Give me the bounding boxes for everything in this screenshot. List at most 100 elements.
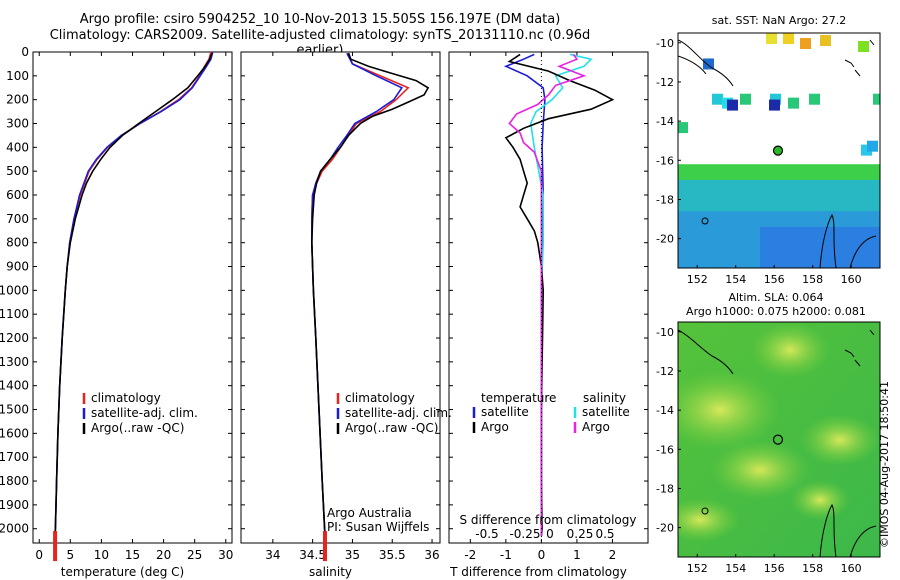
sst-field-cooler (760, 226, 880, 268)
depth-tick-label: 1200 (0, 331, 29, 345)
sst-data-cell (783, 33, 794, 44)
depth-tick-label: 400 (6, 140, 29, 154)
sst-data-cell (770, 93, 781, 105)
temperature-legend-label: climatology (91, 391, 161, 405)
diff-legend-left-label: Argo (481, 420, 509, 434)
sst-map: 152 154 156 158 160 -10 -12 -14 -16 -18 -20 (656, 32, 881, 286)
sla_map-xtick-label: 158 (802, 562, 823, 575)
depth-tick-label: 700 (6, 212, 29, 226)
sst-data-cell (861, 144, 872, 156)
depth-tick-label: 1600 (0, 426, 29, 440)
sst_map-ytick-label: -14 (656, 115, 674, 128)
depth-tick-label: 1900 (0, 498, 29, 512)
depth-tick-label: 1500 (0, 403, 29, 417)
sla-anomaly-blob (710, 440, 810, 500)
depth-tick-label: 1300 (0, 355, 29, 369)
sst-data-cell (809, 93, 820, 105)
sst-data-cell (800, 38, 811, 49)
sst-map-frame (677, 32, 881, 269)
diff-legend-left-label: satellite (481, 405, 529, 419)
sla_map-ytick-label: -14 (656, 404, 674, 417)
differences-xtick-label: 2 (609, 548, 617, 562)
temperature-xtick-label: 20 (156, 548, 171, 562)
temperature-series-argo-raw-qc- (54, 52, 213, 536)
depth-tick-label: 100 (6, 69, 29, 83)
salinity-xtick-label: 36 (424, 548, 439, 562)
salinity-xtick-label: 35.5 (379, 548, 406, 562)
salinity-annotation-line2: PI: Susan Wijffels (327, 520, 429, 534)
sst-map-title: sat. SST: NaN Argo: 27.2 (712, 14, 846, 27)
depth-tick-label: 1700 (0, 450, 29, 464)
temperature-xtick-label: 10 (94, 548, 109, 562)
sla_map-ytick-label: -16 (656, 443, 674, 456)
depth-tick-label: 900 (6, 260, 29, 274)
sst-data-cell (858, 41, 869, 52)
depth-tick-label: 600 (6, 188, 29, 202)
sst_map-ytick-label: -18 (656, 193, 674, 206)
sla_map-xtick-label: 156 (764, 562, 785, 575)
sst_map-ytick-label: -10 (656, 37, 674, 50)
salinity-xtick-label: 34 (265, 548, 280, 562)
salinity-legend-label: Argo(..raw -QC) (345, 421, 438, 435)
sla-anomaly-blob (750, 322, 830, 378)
temperature-xtick-label: 0 (35, 548, 43, 562)
sla-profile-location-marker (772, 434, 784, 445)
differences-xtick-label: -1 (500, 548, 512, 562)
sla-map: 152 154 156 158 160 -10 -12 -14 -16 -18 -20 (656, 321, 881, 575)
diff-legend-right-title: salinity (583, 391, 626, 405)
sla-reef-ring (701, 507, 709, 515)
salinity-legend-label: satellite-adj. clim. (345, 406, 452, 420)
diff-legend-right-label: Argo (582, 420, 610, 434)
salinity-annotation-line1: Argo Australia (327, 506, 412, 520)
sla-map-title-line1: Altim. SLA: 0.064 (728, 291, 823, 304)
sst-reef-ring (701, 217, 709, 225)
sla_map-xtick-label: 160 (841, 562, 862, 575)
depth-tick-label: 200 (6, 93, 29, 107)
diff-legend-left-title: temperature (481, 391, 556, 405)
depth-tick-label: 500 (6, 164, 29, 178)
sla-coastline-islands (844, 329, 875, 367)
temperature-xtick-label: 30 (218, 548, 233, 562)
depth-tick-label: 1000 (0, 283, 29, 297)
sst_map-xtick-label: 158 (802, 273, 823, 286)
sst-data-cell (712, 93, 723, 105)
temperature-legend-label: Argo(..raw -QC) (91, 421, 184, 435)
sla-anomaly-blob (800, 414, 880, 466)
depth-tick-label: 0 (21, 45, 29, 59)
depth-tick-label: 2000 (0, 522, 29, 536)
temperature-xtick-label: 25 (187, 548, 202, 562)
sst_map-xtick-label: 160 (841, 273, 862, 286)
sla_map-ytick-label: -20 (656, 522, 674, 535)
sst-data-cell (727, 99, 738, 111)
temperature-legend-label: satellite-adj. clim. (91, 406, 198, 420)
diff-top-tick-label: -0.5 (475, 527, 498, 541)
temperature-plot-frame (32, 51, 233, 544)
sla_map-ytick-label: -12 (656, 365, 674, 378)
depth-tick-label: 1400 (0, 379, 29, 393)
sst-profile-location-marker (772, 145, 784, 156)
differences-xtick-label: -2 (464, 548, 476, 562)
sst-coastline (678, 39, 734, 87)
differences-xlabel: T difference from climatology (449, 565, 627, 579)
salinity-xtick-label: 35 (345, 548, 360, 562)
sla_map-ytick-label: -10 (656, 326, 674, 339)
sst-data-cell (820, 35, 831, 46)
depth-tick-label: 1800 (0, 474, 29, 488)
depth-tick-label: 300 (6, 117, 29, 131)
figure-title-line1: Argo profile: csiro 5904252_10 10-Nov-20… (79, 12, 561, 27)
sst_map-xtick-label: 156 (764, 273, 785, 286)
sla-map-frame (677, 321, 881, 558)
sla-anomaly-blob (678, 498, 740, 542)
sla-anomaly-blob (790, 480, 850, 520)
sst_map-xtick-label: 152 (687, 273, 708, 286)
sst-data-cell (873, 93, 880, 105)
temperature-xtick-label: 5 (66, 548, 74, 562)
diff-top-axis-label: S difference from climatology (460, 513, 637, 527)
temperature-xlabel: temperature (deg C) (61, 565, 184, 579)
sst-data-cell (703, 58, 714, 70)
salinity-bottom-marker (322, 531, 327, 562)
sst-data-cell (769, 99, 780, 111)
sla-reef-contour (819, 503, 877, 557)
